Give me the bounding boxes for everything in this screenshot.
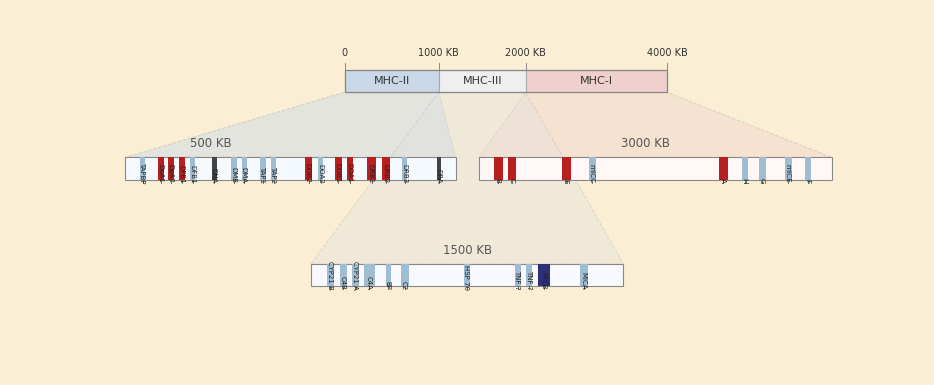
Text: CYP21 B: CYP21 B [327, 261, 333, 290]
Text: C: C [508, 178, 515, 183]
Text: CYP21 A: CYP21 A [352, 261, 358, 290]
Bar [589, 157, 596, 179]
Text: G: G [758, 177, 765, 183]
Polygon shape [311, 92, 624, 264]
Text: DpA1: DpA1 [157, 164, 163, 183]
Text: F: F [804, 179, 811, 183]
Text: DOB1: DOB1 [334, 163, 341, 183]
Text: TAP2: TAP2 [270, 166, 276, 183]
Bar [742, 157, 748, 179]
Text: 2000 KB: 2000 KB [505, 48, 546, 58]
Bar [191, 157, 195, 179]
Bar [261, 157, 265, 179]
Bar [327, 264, 333, 286]
Text: C2: C2 [401, 281, 407, 290]
Text: DRB3: DRB3 [401, 164, 407, 183]
Text: 1000 KB: 1000 KB [418, 48, 460, 58]
Text: DMB: DMB [231, 167, 236, 183]
Text: mICE: mICE [785, 164, 791, 183]
Bar [345, 70, 667, 92]
Text: 1500 KB: 1500 KB [443, 244, 491, 257]
Bar [562, 157, 571, 179]
Text: DpA2: DpA2 [167, 164, 174, 183]
Bar [367, 157, 375, 179]
Bar [719, 157, 728, 179]
Bar [335, 157, 342, 179]
Bar [352, 264, 359, 286]
Text: 500 KB: 500 KB [190, 137, 232, 150]
Bar [494, 157, 502, 179]
Bar [785, 157, 792, 179]
Text: DMA: DMA [240, 167, 247, 183]
Text: HSP 70: HSP 70 [463, 265, 470, 290]
Bar [508, 157, 516, 179]
Bar [805, 157, 811, 179]
Bar [526, 70, 667, 92]
Text: A: A [719, 178, 726, 183]
Bar [403, 157, 407, 179]
Bar [168, 157, 175, 179]
Bar [311, 264, 624, 286]
Bar [437, 157, 441, 179]
Text: BP: BP [385, 281, 390, 290]
Bar [305, 157, 312, 179]
Polygon shape [125, 92, 456, 157]
Bar [212, 157, 217, 179]
Bar [527, 264, 532, 286]
Text: MICA: MICA [580, 272, 586, 290]
Text: DRA: DRA [435, 169, 441, 183]
Text: DOA2: DOA2 [318, 164, 323, 183]
Bar [382, 157, 389, 179]
Text: DOA1: DOA1 [347, 163, 352, 183]
Bar [140, 157, 146, 179]
Bar [340, 264, 347, 286]
Bar [759, 157, 766, 179]
Bar [232, 157, 236, 179]
Text: 4000 KB: 4000 KB [646, 48, 687, 58]
Text: B: B [494, 178, 501, 183]
Text: C4B: C4B [340, 276, 346, 290]
Bar [580, 264, 587, 286]
Bar [318, 157, 323, 179]
Text: MHC-II: MHC-II [374, 76, 410, 86]
Text: TNF ?: TNF ? [514, 270, 520, 290]
Bar [386, 264, 390, 286]
Text: MICB: MICB [540, 272, 546, 290]
Text: C4A: C4A [365, 276, 372, 290]
Bar [363, 264, 375, 286]
Bar [479, 157, 832, 179]
Text: MHC-III: MHC-III [462, 76, 502, 86]
Bar [401, 264, 409, 286]
Text: TNF ?: TNF ? [526, 270, 531, 290]
Text: DRB2: DRB2 [382, 164, 389, 183]
Bar [538, 264, 549, 286]
Text: DOB2: DOB2 [304, 163, 311, 183]
Bar [125, 157, 456, 179]
Text: 3000 KB: 3000 KB [621, 137, 670, 150]
Text: 0: 0 [342, 48, 347, 58]
Polygon shape [479, 92, 832, 157]
Text: DNA: DNA [211, 168, 217, 183]
Text: E: E [562, 179, 569, 183]
Bar [439, 70, 526, 92]
Text: MHC-I: MHC-I [580, 76, 613, 86]
Bar [271, 157, 276, 179]
Bar [158, 157, 164, 179]
Bar [464, 264, 471, 286]
Text: mICC: mICC [588, 164, 595, 183]
Text: DPB1: DPB1 [178, 164, 184, 183]
Text: TAPBP: TAPBP [139, 162, 145, 183]
Bar [515, 264, 520, 286]
Text: DFB1: DFB1 [189, 165, 195, 183]
Text: TAP1: TAP1 [260, 166, 265, 183]
Bar [242, 157, 247, 179]
Text: H: H [742, 177, 747, 183]
Bar [178, 157, 185, 179]
Bar [345, 70, 439, 92]
Text: DRB1: DRB1 [368, 164, 374, 183]
Bar [347, 157, 353, 179]
